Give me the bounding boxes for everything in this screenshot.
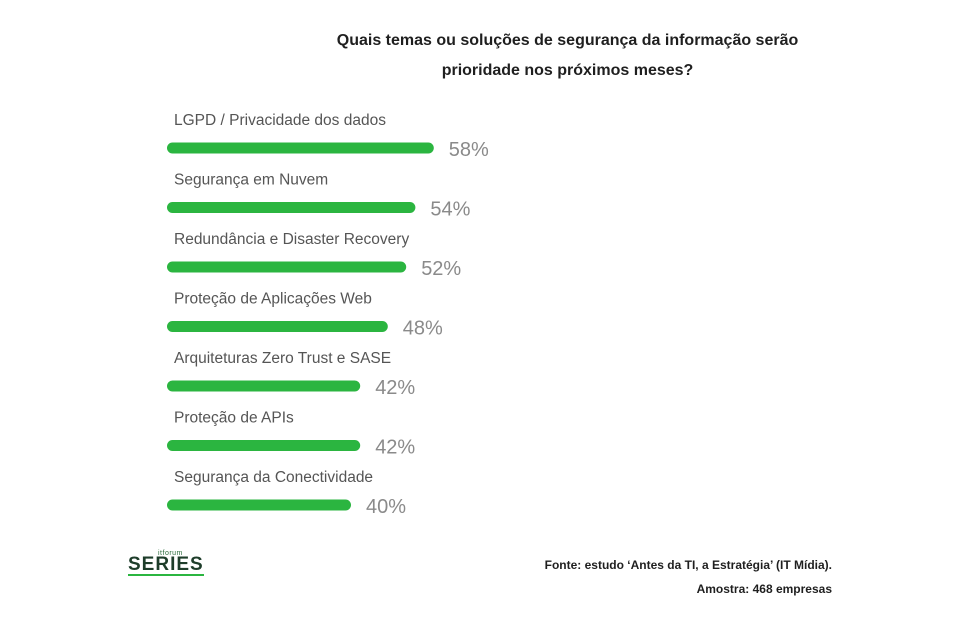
chart-title-line-2: prioridade nos próximos meses? <box>441 62 694 79</box>
value-label: 52% <box>421 258 461 280</box>
bar <box>167 142 434 154</box>
source-note: Fonte: estudo ‘Antes da TI, a Estratégia… <box>545 553 832 601</box>
source-line: Fonte: estudo ‘Antes da TI, a Estratégia… <box>544 558 832 572</box>
itforum-series-logo: itforum SERIES <box>128 550 220 576</box>
category-label: Arquiteturas Zero Trust e SASE <box>174 350 391 367</box>
value-label: 58% <box>449 139 489 161</box>
value-label: 54% <box>430 199 470 221</box>
chart-title-line-1: Quais temas ou soluções de segurança da … <box>336 32 799 49</box>
bar-chart: LGPD / Privacidade dos dados 58% Segurança… <box>167 112 489 518</box>
category-label: Proteção de APIs <box>174 410 294 427</box>
bar <box>167 380 361 392</box>
category-label: Redundância e Disaster Recovery <box>174 231 409 248</box>
value-label: 42% <box>375 377 415 399</box>
bar <box>167 440 361 451</box>
chart-title: Quais temas ou soluções de segurança da … <box>300 26 835 86</box>
bar <box>167 499 351 511</box>
category-label: Proteção de Aplicações Web <box>174 291 372 308</box>
category-label: LGPD / Privacidade dos dados <box>174 112 386 129</box>
bar <box>167 261 407 273</box>
bar <box>167 202 416 213</box>
category-label: Segurança em Nuvem <box>174 172 328 189</box>
sample-line: Amostra: 468 empresas <box>696 582 832 596</box>
value-label: 42% <box>375 437 415 459</box>
category-label: Segurança da Conectividade <box>174 469 373 486</box>
value-label: 48% <box>403 318 443 340</box>
bar <box>167 321 388 332</box>
logo-small-text: itforum <box>158 550 183 557</box>
value-label: 40% <box>366 496 406 518</box>
logo-main-text: SERIES <box>128 554 204 576</box>
